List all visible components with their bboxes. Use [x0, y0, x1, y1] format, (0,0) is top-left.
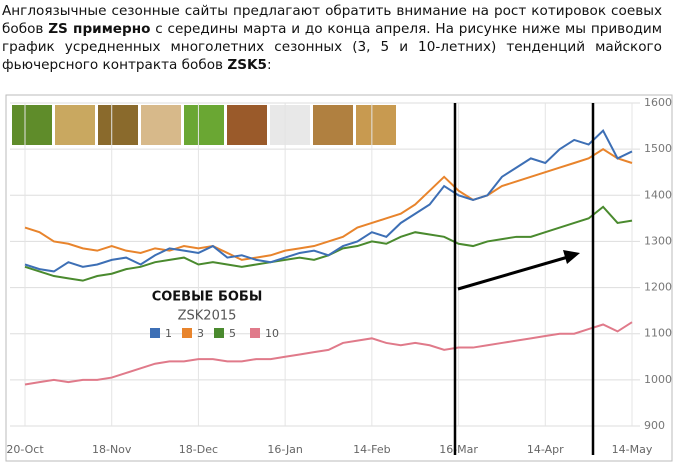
- y-tick-label: 1500: [644, 142, 672, 155]
- x-tick-label: 14-Feb: [353, 443, 390, 456]
- chart-title: СОЕВЫЕ БОБЫ: [152, 290, 263, 305]
- y-tick-label: 1400: [644, 188, 672, 201]
- x-tick-label: 16-Mar: [439, 443, 478, 456]
- x-tick-label: 14-Apr: [527, 443, 564, 456]
- y-tick-label: 1300: [644, 234, 672, 247]
- y-tick-label: 1200: [644, 281, 672, 294]
- paragraph-text: :: [267, 57, 272, 73]
- legend-label: 10: [265, 327, 279, 340]
- x-tick-label: 18-Nov: [92, 443, 132, 456]
- legend-swatch: [150, 328, 160, 338]
- series-line: [24, 147, 633, 261]
- series-line: [24, 321, 633, 386]
- legend-label: 5: [229, 327, 236, 340]
- arrow-head: [563, 250, 580, 264]
- trend-arrow: [457, 255, 569, 291]
- series-line: [24, 129, 633, 273]
- x-tick-label: 20-Oct: [6, 443, 44, 456]
- paragraph-text: с середины марта и до конца апреля. На р…: [2, 21, 663, 73]
- photo-strip: [12, 105, 396, 145]
- y-tick-label: 1600: [644, 96, 672, 109]
- chart-frame: [5, 94, 673, 462]
- chart-subtitle: ZSK2015: [178, 309, 237, 324]
- legend-swatch: [214, 328, 224, 338]
- legend-swatch: [182, 328, 192, 338]
- y-tick-label: 1100: [644, 327, 672, 340]
- x-tick-label: 18-Dec: [179, 443, 218, 456]
- legend-label: 1: [165, 327, 172, 340]
- paragraph-text: Англоязычные сезонные сайты предлагают о…: [2, 3, 662, 37]
- legend-swatch: [250, 328, 260, 338]
- legend-label: 3: [197, 327, 204, 340]
- y-tick-label: 1000: [644, 373, 672, 386]
- x-tick-label: 14-May: [612, 443, 653, 456]
- y-tick-label: 900: [644, 419, 665, 432]
- paragraph: Англоязычные сезонные сайты предлагают о…: [2, 2, 662, 74]
- paragraph-text: ZSK5: [227, 57, 268, 73]
- paragraph-text: ZS примерно: [48, 21, 151, 37]
- x-tick-label: 16-Jan: [267, 443, 303, 456]
